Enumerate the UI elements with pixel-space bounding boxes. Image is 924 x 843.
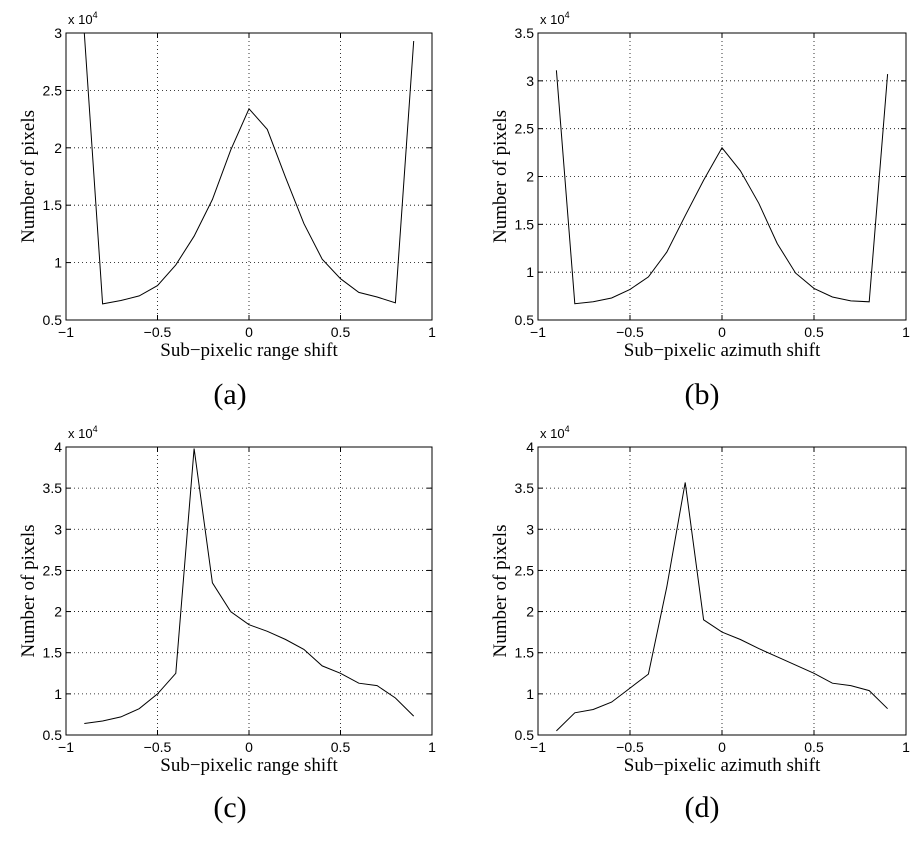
y-exponent-label: x 104 — [68, 10, 98, 27]
x-tick-label: 0 — [245, 324, 253, 340]
x-tick-label: 1 — [902, 324, 910, 340]
y-tick-label: 1.5 — [515, 645, 535, 661]
y-tick-label: 2 — [526, 604, 534, 620]
y-tick-label: 1.5 — [515, 216, 535, 232]
x-tick-label: 0.5 — [804, 324, 824, 340]
y-tick-label: 2 — [54, 604, 62, 620]
x-tick-label: −0.5 — [616, 324, 644, 340]
x-axis-label: Sub−pixelic azimuth shift — [624, 755, 821, 776]
x-tick-label: −0.5 — [616, 739, 644, 755]
y-tick-label: 0.5 — [43, 727, 63, 743]
y-tick-label: 2.5 — [43, 82, 63, 98]
y-axis-label: Number of pixels — [18, 525, 39, 658]
y-axis-label: Number of pixels — [18, 110, 39, 243]
x-tick-label: 1 — [428, 324, 436, 340]
x-tick-label: −1 — [58, 324, 74, 340]
y-tick-label: 4 — [526, 439, 534, 455]
y-tick-label: 2.5 — [515, 121, 535, 137]
x-tick-label: −1 — [58, 739, 74, 755]
y-tick-label: 0.5 — [515, 727, 535, 743]
y-tick-label: 0.5 — [515, 312, 535, 328]
x-tick-label: −1 — [530, 739, 546, 755]
series-line — [84, 448, 415, 724]
y-tick-label: 2.5 — [515, 562, 535, 578]
x-tick-label: −0.5 — [144, 739, 172, 755]
x-axis-label: Sub−pixelic range shift — [160, 755, 338, 776]
y-axis-label: Number of pixels — [490, 110, 511, 243]
x-tick-label: 0.5 — [331, 324, 351, 340]
panel-caption: (a) — [213, 378, 246, 411]
y-tick-label: 3.5 — [515, 25, 535, 41]
x-tick-label: 0.5 — [331, 739, 351, 755]
panel-caption: (d) — [685, 791, 720, 824]
y-tick-label: 1 — [526, 264, 534, 280]
series-line — [83, 32, 415, 305]
series-line — [556, 482, 888, 732]
y-exponent-label: x 104 — [68, 424, 98, 441]
y-tick-label: 3 — [54, 25, 62, 41]
y-tick-label: 3 — [526, 73, 534, 89]
chart-panel: −1 −0.5 0 0.5 1 0.5 1 1.5 2 2.5 3 3.5 4 x 104 Sub−pixe… — [18, 424, 436, 824]
x-tick-label: 0 — [245, 739, 253, 755]
x-axis-label: Sub−pixelic azimuth shift — [624, 340, 821, 361]
y-tick-label: 2 — [54, 140, 62, 156]
y-axis-label: Number of pixels — [490, 525, 511, 658]
y-tick-label: 2 — [526, 169, 534, 185]
y-tick-label: 1.5 — [43, 197, 63, 213]
y-tick-label: 3.5 — [43, 480, 63, 496]
plot-area — [66, 33, 432, 320]
x-tick-label: −0.5 — [144, 324, 172, 340]
chart-panel: −1 −0.5 0 0.5 1 0.5 1 1.5 2 2.5 3 3.5 x 104 Sub−pixel… — [490, 10, 910, 411]
chart-panel: −1 −0.5 0 0.5 1 0.5 1 1.5 2 2.5 3 x 104 Sub−pixelic … — [18, 10, 436, 411]
y-tick-label: 3 — [526, 521, 534, 537]
y-tick-label: 3.5 — [515, 480, 535, 496]
x-tick-label: 0 — [718, 739, 726, 755]
y-tick-label: 4 — [54, 439, 62, 455]
panel-caption: (b) — [685, 378, 720, 411]
x-tick-label: 1 — [902, 739, 910, 755]
y-tick-label: 0.5 — [43, 312, 63, 328]
y-exponent-label: x 104 — [540, 424, 570, 441]
x-tick-label: −1 — [530, 324, 546, 340]
y-tick-label: 1 — [54, 255, 62, 271]
y-tick-label: 1 — [54, 686, 62, 702]
y-exponent-label: x 104 — [540, 10, 570, 27]
y-tick-label: 2.5 — [43, 562, 63, 578]
y-tick-label: 1 — [526, 686, 534, 702]
series-line — [555, 70, 889, 305]
chart-panel: −1 −0.5 0 0.5 1 0.5 1 1.5 2 2.5 3 3.5 4 x 104 Sub−pixe… — [490, 424, 910, 824]
x-tick-label: 1 — [428, 739, 436, 755]
panel-caption: (c) — [213, 791, 246, 824]
x-axis-label: Sub−pixelic range shift — [160, 340, 338, 361]
x-tick-label: 0.5 — [804, 739, 824, 755]
y-tick-label: 3 — [54, 521, 62, 537]
x-tick-label: 0 — [718, 324, 726, 340]
y-tick-label: 1.5 — [43, 645, 63, 661]
